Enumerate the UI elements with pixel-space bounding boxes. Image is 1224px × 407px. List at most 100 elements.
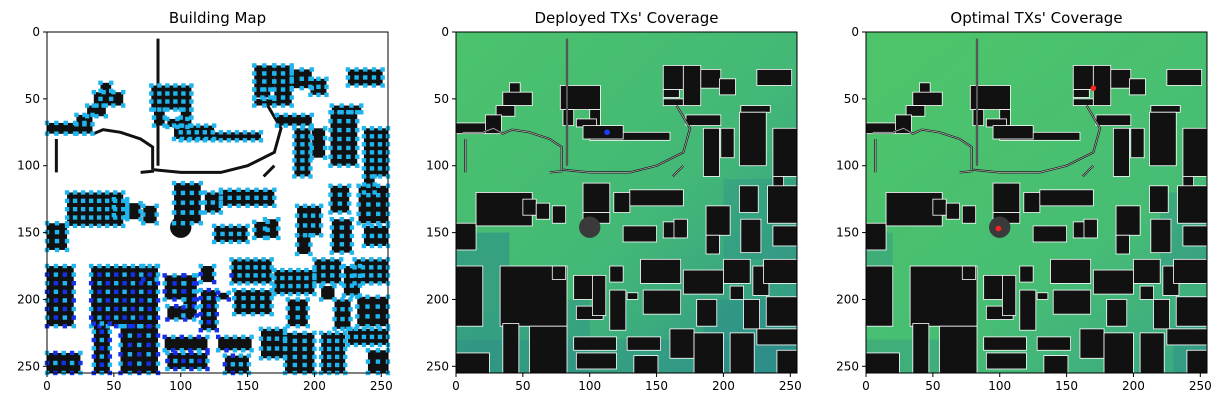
candidate-point bbox=[377, 265, 382, 270]
candidate-point bbox=[377, 273, 382, 278]
candidate-point bbox=[334, 346, 340, 352]
candidate-point bbox=[337, 183, 343, 188]
candidate-point bbox=[154, 212, 159, 217]
candidate-point bbox=[330, 273, 335, 278]
building bbox=[47, 223, 68, 250]
building bbox=[1115, 234, 1130, 255]
candidate-point bbox=[371, 83, 377, 88]
candidate-point bbox=[369, 243, 375, 249]
candidate-point bbox=[71, 263, 76, 269]
building bbox=[260, 328, 286, 359]
building bbox=[502, 323, 520, 374]
candidate-point bbox=[232, 348, 238, 353]
candidate-point bbox=[357, 263, 363, 269]
candidate-point bbox=[280, 103, 286, 108]
y-tick-label: 250 bbox=[836, 359, 859, 373]
candidate-point bbox=[369, 158, 375, 163]
building bbox=[234, 290, 272, 315]
candidate-point bbox=[377, 326, 383, 332]
candidate-point bbox=[105, 315, 111, 320]
candidate-point bbox=[64, 247, 70, 253]
candidate-point bbox=[71, 272, 76, 277]
x-tick-label: 0 bbox=[862, 379, 870, 393]
candidate-point bbox=[188, 348, 193, 353]
candidate-point bbox=[181, 350, 186, 356]
candidate-point bbox=[300, 150, 305, 155]
building bbox=[1019, 265, 1034, 283]
candidate-point bbox=[252, 219, 257, 225]
building bbox=[331, 105, 362, 113]
candidate-point bbox=[105, 298, 111, 303]
candidate-point bbox=[347, 192, 352, 197]
candidate-point bbox=[272, 203, 277, 209]
x-tick-label: 200 bbox=[712, 379, 735, 393]
building bbox=[174, 125, 215, 139]
candidate-point bbox=[122, 323, 127, 329]
candidate-point bbox=[361, 233, 367, 239]
building bbox=[992, 125, 1034, 140]
candidate-point bbox=[146, 361, 151, 366]
candidate-point bbox=[308, 84, 313, 90]
candidate-point bbox=[173, 107, 178, 112]
candidate-point bbox=[232, 295, 237, 301]
candidate-point bbox=[272, 95, 277, 100]
candidate-point bbox=[214, 328, 220, 333]
building bbox=[174, 183, 201, 213]
candidate-point bbox=[269, 265, 274, 270]
candidate-point bbox=[218, 187, 224, 192]
candidate-point bbox=[354, 67, 359, 72]
candidate-point bbox=[357, 273, 363, 279]
candidate-point bbox=[345, 326, 351, 332]
candidate-point bbox=[349, 225, 355, 230]
candidate-point bbox=[154, 277, 159, 282]
candidate-point bbox=[229, 281, 234, 286]
candidate-point bbox=[154, 221, 159, 226]
candidate-point bbox=[122, 281, 127, 286]
candidate-point bbox=[253, 281, 258, 286]
candidate-point bbox=[165, 358, 170, 364]
candidate-point bbox=[155, 298, 161, 303]
building bbox=[285, 332, 315, 373]
candidate-point bbox=[347, 210, 352, 215]
candidate-point bbox=[88, 215, 94, 220]
candidate-point bbox=[191, 273, 197, 278]
candidate-point bbox=[295, 323, 300, 329]
candidate-point bbox=[78, 350, 83, 356]
candidate-point bbox=[295, 306, 300, 311]
candidate-point bbox=[165, 366, 170, 372]
candidate-point bbox=[229, 265, 234, 270]
building bbox=[455, 265, 484, 327]
candidate-point bbox=[238, 353, 244, 358]
candidate-point bbox=[332, 326, 337, 332]
candidate-point bbox=[282, 346, 288, 352]
candidate-point bbox=[360, 273, 366, 278]
building bbox=[1149, 111, 1177, 167]
candidate-point bbox=[377, 150, 383, 155]
candidate-point bbox=[104, 198, 110, 204]
candidate-point bbox=[252, 96, 257, 102]
candidate-point bbox=[104, 190, 110, 195]
building bbox=[1079, 328, 1105, 359]
candidate-point bbox=[300, 174, 305, 179]
x-tick-label: 150 bbox=[236, 379, 259, 393]
candidate-point bbox=[363, 83, 368, 88]
candidate-point bbox=[355, 154, 360, 160]
candidate-point bbox=[107, 362, 113, 367]
candidate-point bbox=[172, 281, 177, 286]
building bbox=[347, 328, 388, 345]
candidate-point bbox=[210, 200, 216, 205]
candidate-point bbox=[324, 84, 329, 90]
candidate-point bbox=[227, 187, 232, 192]
candidate-point bbox=[269, 311, 274, 317]
candidate-point bbox=[269, 295, 274, 301]
candidate-point bbox=[63, 120, 68, 126]
candidate-point bbox=[191, 289, 197, 294]
building bbox=[592, 274, 607, 316]
candidate-point bbox=[80, 190, 86, 195]
candidate-point bbox=[263, 195, 268, 201]
candidate-point bbox=[178, 115, 183, 120]
candidate-point bbox=[241, 303, 246, 309]
candidate-point bbox=[155, 289, 161, 295]
candidate-point bbox=[339, 225, 345, 230]
